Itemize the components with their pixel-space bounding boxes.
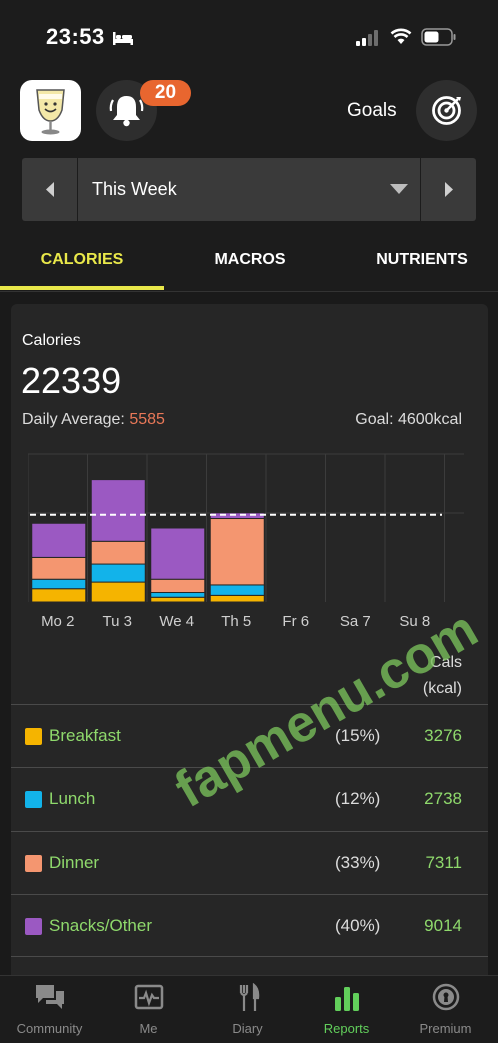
app-logo[interactable]: [20, 80, 81, 141]
meal-row-dinner[interactable]: Dinner (33%) 7311: [11, 831, 488, 894]
tab-nutrients[interactable]: NUTRIENTS: [376, 251, 468, 268]
nav-label: Me: [139, 1021, 158, 1036]
dropdown-caret-icon[interactable]: [390, 184, 408, 194]
status-time: 23:53: [46, 24, 105, 49]
nav-label: Diary: [232, 1021, 263, 1036]
target-icon: [432, 96, 461, 125]
app-header: [0, 72, 498, 146]
bar-segment-dinner: [150, 578, 206, 594]
bar-segment-lunch: [90, 563, 146, 583]
tab-calories[interactable]: CALORIES: [40, 251, 124, 268]
meal-row-breakfast[interactable]: Breakfast (15%) 3276: [11, 704, 488, 767]
nav-reports[interactable]: Reports: [297, 975, 396, 1043]
cals-header-line1: Cals: [429, 654, 462, 671]
meal-calories: 2738: [424, 789, 462, 808]
nav-community[interactable]: Community: [0, 975, 99, 1043]
nav-diary[interactable]: Diary: [198, 975, 297, 1043]
wine-glass-logo-icon: [36, 89, 65, 135]
cals-header-line2: (kcal): [422, 680, 462, 697]
meal-calories: 9014: [424, 916, 462, 935]
breakfast-color-swatch: [25, 728, 42, 745]
snacks-color-swatch: [25, 918, 42, 935]
bar-segment-dinner: [90, 540, 146, 565]
bar-segment-dinner: [209, 518, 265, 586]
meal-percent: (15%): [335, 726, 381, 745]
bottom-navigation: [0, 975, 498, 1043]
lunch-color-swatch: [25, 791, 42, 808]
meal-percent: (40%): [335, 916, 381, 935]
daily-average: Daily Average: 5585: [22, 411, 165, 429]
x-tick-label: Mo 2: [41, 613, 74, 630]
goals-label[interactable]: Goals: [347, 100, 397, 121]
bar-segment-breakfast: [209, 594, 265, 603]
meal-row-lunch[interactable]: Lunch (12%) 2738: [11, 767, 488, 830]
x-tick-label: Fr 6: [282, 613, 309, 630]
report-tabs: [0, 236, 498, 292]
notification-count-badge: 20: [140, 80, 191, 106]
bar-segment-breakfast: [90, 581, 146, 603]
nav-label: Premium: [419, 1021, 472, 1036]
x-tick-label: We 4: [159, 613, 194, 630]
sleep-mode-icon: [113, 32, 133, 45]
calories-total: 22339: [21, 360, 122, 401]
cellular-signal-icon: [356, 30, 378, 46]
status-bar: [0, 0, 498, 72]
previous-week-button[interactable]: [22, 158, 78, 221]
meal-row-snacks[interactable]: Snacks/Other (40%) 9014: [11, 894, 488, 957]
next-week-button[interactable]: [420, 158, 476, 221]
keyhole-badge-icon: [432, 983, 460, 1011]
goals-button[interactable]: [416, 80, 477, 141]
bar-segment-lunch: [31, 578, 87, 590]
bar-segment-lunch: [209, 584, 265, 596]
cals-column-header: Cals (kcal): [423, 650, 462, 702]
bar-segment-breakfast: [31, 588, 87, 603]
wifi-icon: [390, 28, 412, 44]
fork-knife-icon: [239, 983, 260, 1011]
meal-calories: 7311: [425, 853, 462, 872]
calories-report-card: [11, 304, 488, 984]
battery-icon: [421, 28, 456, 46]
daily-average-label: Daily Average:: [22, 411, 130, 428]
bar-segment-snacks-other: [209, 512, 265, 520]
bar-segment-snacks-other: [150, 527, 206, 580]
x-tick-label: Tu 3: [103, 613, 132, 630]
nav-label: Reports: [323, 1021, 370, 1036]
meal-percent: (33%): [335, 853, 381, 872]
chevron-right-icon: [445, 182, 453, 197]
x-tick-label: Su 8: [399, 613, 430, 630]
bar-segment-dinner: [31, 556, 87, 580]
nav-label: Community: [16, 1021, 83, 1036]
bell-icon: [109, 96, 144, 127]
card-title: Calories: [22, 332, 81, 349]
x-tick-label: Sa 7: [340, 613, 371, 630]
meal-name: Snacks/Other: [49, 916, 152, 935]
daily-average-value: 5585: [129, 411, 165, 428]
week-selector-value[interactable]: This Week: [92, 179, 177, 199]
meal-name: Breakfast: [49, 726, 121, 745]
meal-name: Lunch: [49, 789, 96, 808]
bar-segment-snacks-other: [90, 479, 146, 542]
calories-stacked-bar-chart: Mo 2 Tu 3 We 4 Th 5 Fr 6 Sa 7 Su 8: [28, 453, 464, 630]
meal-name: Dinner: [49, 853, 100, 872]
chevron-left-icon: [46, 182, 54, 197]
active-tab-indicator: [0, 286, 164, 290]
dinner-color-swatch: [25, 855, 42, 872]
bar-segment-lunch: [150, 592, 206, 598]
tab-macros[interactable]: MACROS: [214, 251, 286, 268]
bar-segment-snacks-other: [31, 522, 87, 558]
heart-pulse-icon: [134, 984, 164, 1010]
meal-percent: (12%): [335, 789, 381, 808]
nav-premium[interactable]: Premium: [396, 975, 495, 1043]
nav-me[interactable]: Me: [99, 975, 198, 1043]
chat-bubbles-icon: [36, 985, 64, 1009]
meal-calories: 3276: [424, 726, 462, 745]
goal-text: Goal: 4600kcal: [355, 411, 462, 428]
bar-chart-icon: [335, 987, 359, 1011]
x-tick-label: Th 5: [221, 613, 251, 630]
bar-segment-breakfast: [150, 596, 206, 603]
